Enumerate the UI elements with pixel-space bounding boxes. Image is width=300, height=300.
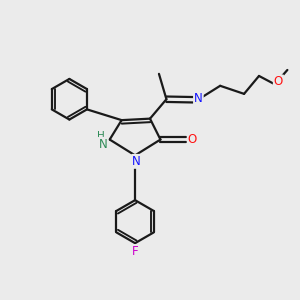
Text: N: N [132, 155, 141, 168]
Text: N: N [194, 92, 203, 105]
Text: F: F [132, 245, 138, 258]
Text: H: H [97, 131, 105, 141]
Text: O: O [188, 133, 197, 146]
Text: O: O [274, 75, 283, 88]
Text: N: N [99, 138, 107, 151]
